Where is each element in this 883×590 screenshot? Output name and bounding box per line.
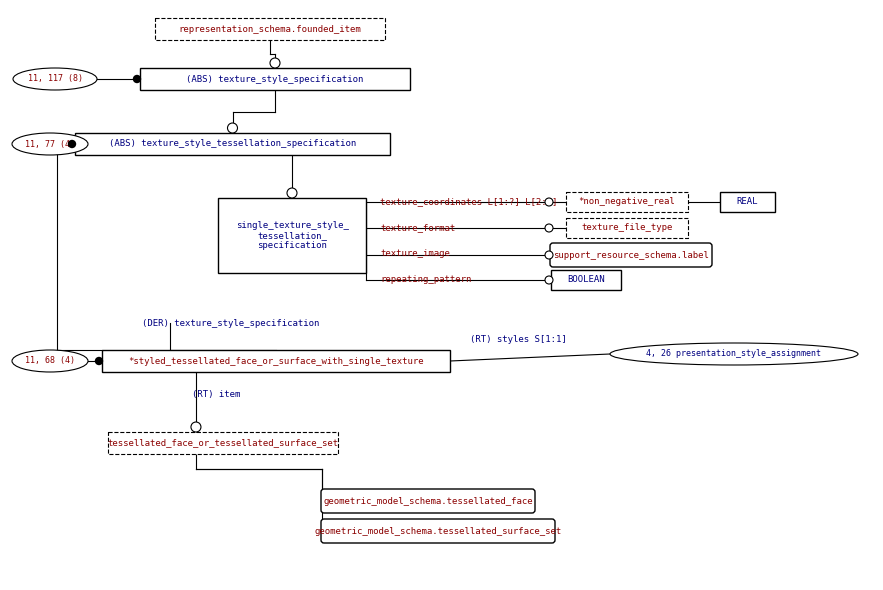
Text: (RT) styles S[1:1]: (RT) styles S[1:1]: [470, 335, 567, 343]
FancyBboxPatch shape: [108, 432, 338, 454]
Text: single_texture_style_
tessellation_
specification: single_texture_style_ tessellation_ spec…: [236, 221, 349, 250]
Text: (RT) item: (RT) item: [192, 391, 240, 399]
FancyBboxPatch shape: [75, 133, 390, 155]
Ellipse shape: [13, 68, 97, 90]
Circle shape: [228, 123, 238, 133]
Circle shape: [69, 140, 76, 148]
Ellipse shape: [610, 343, 858, 365]
Text: REAL: REAL: [736, 198, 758, 206]
Text: 4, 26 presentation_style_assignment: 4, 26 presentation_style_assignment: [646, 349, 821, 359]
Circle shape: [545, 251, 553, 259]
FancyBboxPatch shape: [550, 243, 712, 267]
Text: support_resource_schema.label: support_resource_schema.label: [553, 251, 709, 260]
Ellipse shape: [12, 350, 88, 372]
FancyBboxPatch shape: [566, 192, 688, 212]
Circle shape: [287, 188, 297, 198]
Text: BOOLEAN: BOOLEAN: [567, 276, 605, 284]
FancyBboxPatch shape: [720, 192, 775, 212]
Text: *non_negative_real: *non_negative_real: [578, 198, 675, 206]
Circle shape: [95, 358, 102, 365]
Circle shape: [545, 198, 553, 206]
Text: (ABS) texture_style_tessellation_specification: (ABS) texture_style_tessellation_specifi…: [109, 139, 356, 149]
Text: *styled_tessellated_face_or_surface_with_single_texture: *styled_tessellated_face_or_surface_with…: [128, 356, 424, 365]
Text: texture_coordinates L[1:?] L[2:2]: texture_coordinates L[1:?] L[2:2]: [380, 198, 557, 206]
FancyBboxPatch shape: [321, 519, 555, 543]
Text: texture_file_type: texture_file_type: [581, 224, 673, 232]
Text: texture_format: texture_format: [380, 224, 456, 232]
Text: representation_schema.founded_item: representation_schema.founded_item: [178, 25, 361, 34]
Circle shape: [270, 58, 280, 68]
Circle shape: [191, 422, 201, 432]
Text: 11, 68 (4): 11, 68 (4): [25, 356, 75, 365]
Text: (DER) texture_style_specification: (DER) texture_style_specification: [142, 319, 320, 327]
Circle shape: [545, 224, 553, 232]
FancyBboxPatch shape: [566, 218, 688, 238]
FancyBboxPatch shape: [155, 18, 385, 40]
Text: 11, 77 (4): 11, 77 (4): [25, 139, 75, 149]
FancyBboxPatch shape: [140, 68, 410, 90]
Ellipse shape: [12, 133, 88, 155]
FancyBboxPatch shape: [102, 350, 450, 372]
Text: 11, 117 (8): 11, 117 (8): [27, 74, 82, 84]
Circle shape: [545, 276, 553, 284]
Text: tessellated_face_or_tessellated_surface_set: tessellated_face_or_tessellated_surface_…: [108, 438, 338, 447]
Text: texture_image: texture_image: [380, 250, 449, 258]
Text: repeating_pattern: repeating_pattern: [380, 276, 472, 284]
Text: geometric_model_schema.tessellated_face: geometric_model_schema.tessellated_face: [323, 497, 532, 506]
Text: geometric_model_schema.tessellated_surface_set: geometric_model_schema.tessellated_surfa…: [314, 526, 562, 536]
Text: (ABS) texture_style_specification: (ABS) texture_style_specification: [186, 74, 364, 84]
FancyBboxPatch shape: [218, 198, 366, 273]
FancyBboxPatch shape: [321, 489, 535, 513]
FancyBboxPatch shape: [551, 270, 621, 290]
Circle shape: [133, 76, 140, 83]
